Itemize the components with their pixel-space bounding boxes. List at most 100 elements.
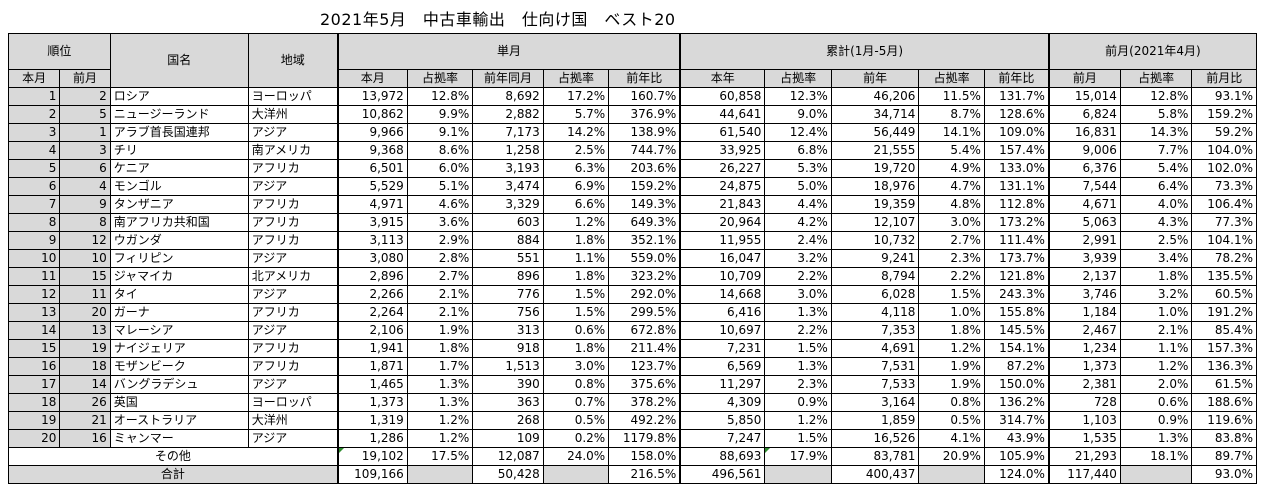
monthly-yoy-cell: 1179.8%	[608, 429, 681, 448]
total-prev: 117,440	[1047, 465, 1121, 484]
prev-ratio-cell: 188.6%	[1191, 393, 1257, 412]
region-cell: アジア	[247, 177, 339, 196]
monthly-cell: 3,915	[336, 213, 408, 232]
monthly-ly-share-cell: 6.3%	[542, 159, 610, 178]
rank-cell: 18	[7, 393, 61, 412]
monthly-yoy-cell: 376.9%	[608, 105, 681, 124]
region-cell: アジア	[247, 375, 339, 394]
monthly-cell: 1,871	[336, 357, 408, 376]
country-cell: 南アフリカ共和国	[109, 213, 249, 232]
monthly-share-cell: 2.1%	[406, 285, 474, 304]
total-cum-ly: 400,437	[830, 465, 920, 484]
monthly-yoy-cell: 492.2%	[608, 411, 681, 430]
cum-cell: 5,850	[679, 411, 766, 430]
cum-ly-cell: 6,028	[830, 285, 920, 304]
monthly-cell: 1,286	[336, 429, 408, 448]
prev-share-cell: 1.3%	[1119, 429, 1193, 448]
monthly-cell: 2,896	[336, 267, 408, 286]
cum-ly-share-cell: 2.7%	[918, 231, 985, 250]
cum-share-cell: 2.4%	[764, 231, 832, 250]
monthly-ly-share-cell: 14.2%	[542, 123, 610, 142]
cum-share-cell: 9.0%	[764, 105, 832, 124]
prev-cell: 3,746	[1047, 285, 1121, 304]
monthly-yoy-cell: 292.0%	[608, 285, 681, 304]
monthly-cell: 2,106	[336, 321, 408, 340]
region-cell: アフリカ	[247, 231, 339, 250]
cum-share-cell: 2.3%	[764, 375, 832, 394]
prev-share-cell: 2.0%	[1119, 375, 1193, 394]
total-monthly-ly-share-blank	[542, 465, 610, 484]
monthly-yoy-cell: 559.0%	[608, 249, 681, 268]
country-cell: フィリピン	[109, 249, 249, 268]
other-prev-share: 18.1%	[1119, 447, 1193, 466]
monthly-cell: 3,113	[336, 231, 408, 250]
prev-month-rank-header: 前月	[59, 69, 111, 88]
region-cell: 大洋州	[247, 105, 339, 124]
total-prev-ratio: 93.0%	[1191, 465, 1257, 484]
monthly-cell: 1,465	[336, 375, 408, 394]
monthly-share-cell: 1.3%	[406, 375, 474, 394]
prev-rank-cell: 13	[59, 321, 111, 340]
monthly-ly-cell: 3,193	[472, 159, 544, 178]
prev-share-cell: 1.2%	[1119, 357, 1193, 376]
monthly-cell: 2,264	[336, 303, 408, 322]
cum-cell: 26,227	[679, 159, 766, 178]
region-cell: ヨーロッパ	[247, 87, 339, 106]
cum-ly-header: 前年	[830, 69, 920, 88]
monthly-cell: 2,266	[336, 285, 408, 304]
prev-cell: 1,184	[1047, 303, 1121, 322]
monthly-cell: 1,319	[336, 411, 408, 430]
prev-rank-cell: 20	[59, 303, 111, 322]
monthly-ly-share-cell: 1.1%	[542, 249, 610, 268]
cum-ly-share-cell: 1.2%	[918, 339, 985, 358]
table-row: 8 8 南アフリカ共和国 アフリカ 3,915 3.6% 603 1.2% 649.3% 20,9…	[7, 213, 1257, 232]
monthly-cell: 9,966	[336, 123, 408, 142]
cum-share-cell: 1.2%	[764, 411, 832, 430]
monthly-ly-share-cell: 1.5%	[542, 303, 610, 322]
region-cell: 北アメリカ	[247, 267, 339, 286]
total-monthly-yoy: 216.5%	[608, 465, 681, 484]
prev-ratio-cell: 191.2%	[1191, 303, 1257, 322]
cum-cell: 33,925	[679, 141, 766, 160]
monthly-ly-share-cell: 0.8%	[542, 375, 610, 394]
other-row: その他 19,102 17.5% 12,087 24.0% 158.0% 88,…	[7, 447, 1257, 466]
table-row: 4 3 チリ 南アメリカ 9,368 8.6% 1,258 2.5% 744.7% 33,925 6…	[7, 141, 1257, 160]
rank-cell: 13	[7, 303, 61, 322]
cum-ly-share-cell: 1.9%	[918, 375, 985, 394]
cum-ly-cell: 3,164	[830, 393, 920, 412]
monthly-ly-share-cell: 1.2%	[542, 213, 610, 232]
monthly-ly-cell: 1,513	[472, 357, 544, 376]
table-row: 11 15 ジャマイカ 北アメリカ 2,896 2.7% 896 1.8% 323.2% 10,7…	[7, 267, 1257, 286]
country-cell: ウガンダ	[109, 231, 249, 250]
cum-ly-cell: 9,241	[830, 249, 920, 268]
prev-rank-cell: 5	[59, 105, 111, 124]
rank-cell: 12	[7, 285, 61, 304]
other-monthly: 19,102	[336, 447, 408, 466]
cum-share-cell: 2.2%	[764, 321, 832, 340]
table-row: 2 5 ニュージーランド 大洋州 10,862 9.9% 2,882 5.7% 376.9% 44…	[7, 105, 1257, 124]
monthly-ly-header: 前年同月	[472, 69, 544, 88]
prev-ratio-cell: 61.5%	[1191, 375, 1257, 394]
monthly-share-cell: 2.7%	[406, 267, 474, 286]
monthly-cell: 3,080	[336, 249, 408, 268]
cum-cell: 16,047	[679, 249, 766, 268]
monthly-ly-cell: 776	[472, 285, 544, 304]
monthly-yoy-cell: 159.2%	[608, 177, 681, 196]
prev-rank-cell: 10	[59, 249, 111, 268]
monthly-ly-cell: 363	[472, 393, 544, 412]
cum-ly-cell: 7,531	[830, 357, 920, 376]
prev-rank-cell: 8	[59, 213, 111, 232]
table-row: 17 14 バングラデシュ アジア 1,465 1.3% 390 0.8% 375.6% 11,2…	[7, 375, 1257, 394]
cum-share-cell: 3.2%	[764, 249, 832, 268]
prev-cell: 16,831	[1047, 123, 1121, 142]
monthly-this-header: 本月	[336, 69, 408, 88]
cum-ly-cell: 18,976	[830, 177, 920, 196]
prev-cell: 6,824	[1047, 105, 1121, 124]
monthly-cell: 9,368	[336, 141, 408, 160]
cum-share-cell: 5.0%	[764, 177, 832, 196]
cum-cell: 60,858	[679, 87, 766, 106]
cum-cell: 10,709	[679, 267, 766, 286]
cum-share-cell: 5.3%	[764, 159, 832, 178]
prev-cell: 6,376	[1047, 159, 1121, 178]
cum-yoy-cell: 136.2%	[983, 393, 1050, 412]
